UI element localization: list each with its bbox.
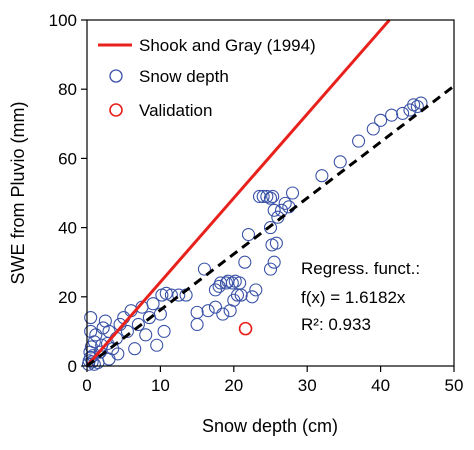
snow-depth-point [150, 338, 164, 352]
snow-depth-point [267, 255, 281, 269]
snow-depth-point [263, 221, 278, 235]
snow-depth-point [267, 203, 281, 217]
snow-depth-point [146, 297, 160, 311]
y-tick-label: 0 [68, 357, 77, 376]
x-tick-label: 30 [298, 376, 317, 395]
snow-depth-point [263, 262, 278, 276]
validation-point [238, 321, 253, 336]
snow-depth-point [252, 189, 267, 204]
legend-label-validation: Validation [139, 101, 212, 120]
snow-depth-point [157, 324, 171, 338]
snow-depth-point [214, 276, 228, 290]
x-tick-label: 20 [224, 376, 243, 395]
snow-depth-point [197, 262, 211, 276]
snow-depth-point [233, 276, 247, 290]
legend-marker-validation [109, 103, 123, 117]
snow-depth-point [111, 347, 125, 361]
snow-depth-point [101, 336, 115, 351]
snow-depth-point [238, 255, 252, 269]
snow-depth-point [139, 328, 153, 342]
x-tick-label: 0 [82, 376, 91, 395]
x-tick-label: 10 [151, 376, 170, 395]
snow-depth-point [396, 106, 410, 120]
snow-depth-point [208, 300, 222, 314]
snow-depth-point [385, 108, 399, 122]
x-tick-label: 40 [371, 376, 390, 395]
x-axis-title: Snow depth (cm) [202, 416, 338, 436]
annotation-title: Regress. funct.: [301, 259, 420, 278]
y-tick-label: 100 [49, 11, 77, 30]
snow-depth-point [172, 288, 186, 302]
snow-depth-point [208, 283, 222, 297]
snow-depth-point [153, 307, 167, 321]
snow-depth-point [407, 98, 421, 112]
regression-annotation: Regress. funct.: f(x) = 1.6182x R²: 0.93… [301, 259, 420, 334]
snow-depth-point [278, 196, 292, 210]
y-tick-label: 20 [58, 288, 77, 307]
snow-depth-point [190, 305, 204, 319]
snow-depth-point [285, 186, 300, 200]
plot-frame [86, 19, 455, 367]
snow-depth-point [120, 324, 134, 338]
snow-depth-point [414, 96, 428, 110]
snow-depth-point [249, 283, 263, 297]
annotation-function: f(x) = 1.6182x [301, 288, 406, 307]
y-tick-label: 40 [58, 219, 77, 238]
snow-depth-point [216, 307, 230, 321]
legend-label-snow-depth: Snow depth [139, 67, 229, 86]
snow-depth-point [366, 122, 380, 136]
snow-depth-point [128, 342, 142, 356]
y-tick-label: 80 [58, 80, 77, 99]
snow-depth-point [159, 286, 173, 300]
legend-marker-snow-depth [109, 69, 123, 83]
shook-gray-line [85, 19, 391, 367]
snow-depth-point [315, 169, 329, 183]
snow-depth-point [85, 355, 99, 369]
x-tick-label: 50 [445, 376, 464, 395]
snow-depth-point [241, 227, 256, 242]
snow-depth-point [374, 113, 388, 127]
legend: Shook and Gray (1994) Snow depth Validat… [98, 36, 316, 120]
snow-depth-point [266, 189, 280, 204]
snow-depth-point [245, 290, 259, 304]
snow-depth-point [256, 189, 270, 204]
snow-depth-point [219, 276, 234, 290]
snow-depth-point [131, 317, 145, 332]
snow-depth-point [333, 155, 347, 169]
annotation-r-squared: R²: 0.933 [301, 315, 371, 334]
snow-depth-point [201, 304, 215, 318]
snow-depth-point [84, 324, 98, 338]
y-tick-label: 60 [58, 149, 77, 168]
snow-depth-point [263, 191, 278, 205]
regression-line [86, 84, 455, 368]
snow-depth-point [269, 236, 283, 250]
snow-depth-point [84, 311, 98, 325]
legend-label-shook-gray: Shook and Gray (1994) [139, 36, 316, 55]
y-axis-title: SWE from Pluvio (mm) [8, 101, 28, 284]
snow-depth-point [227, 293, 241, 307]
snow-depth-point [352, 134, 366, 148]
